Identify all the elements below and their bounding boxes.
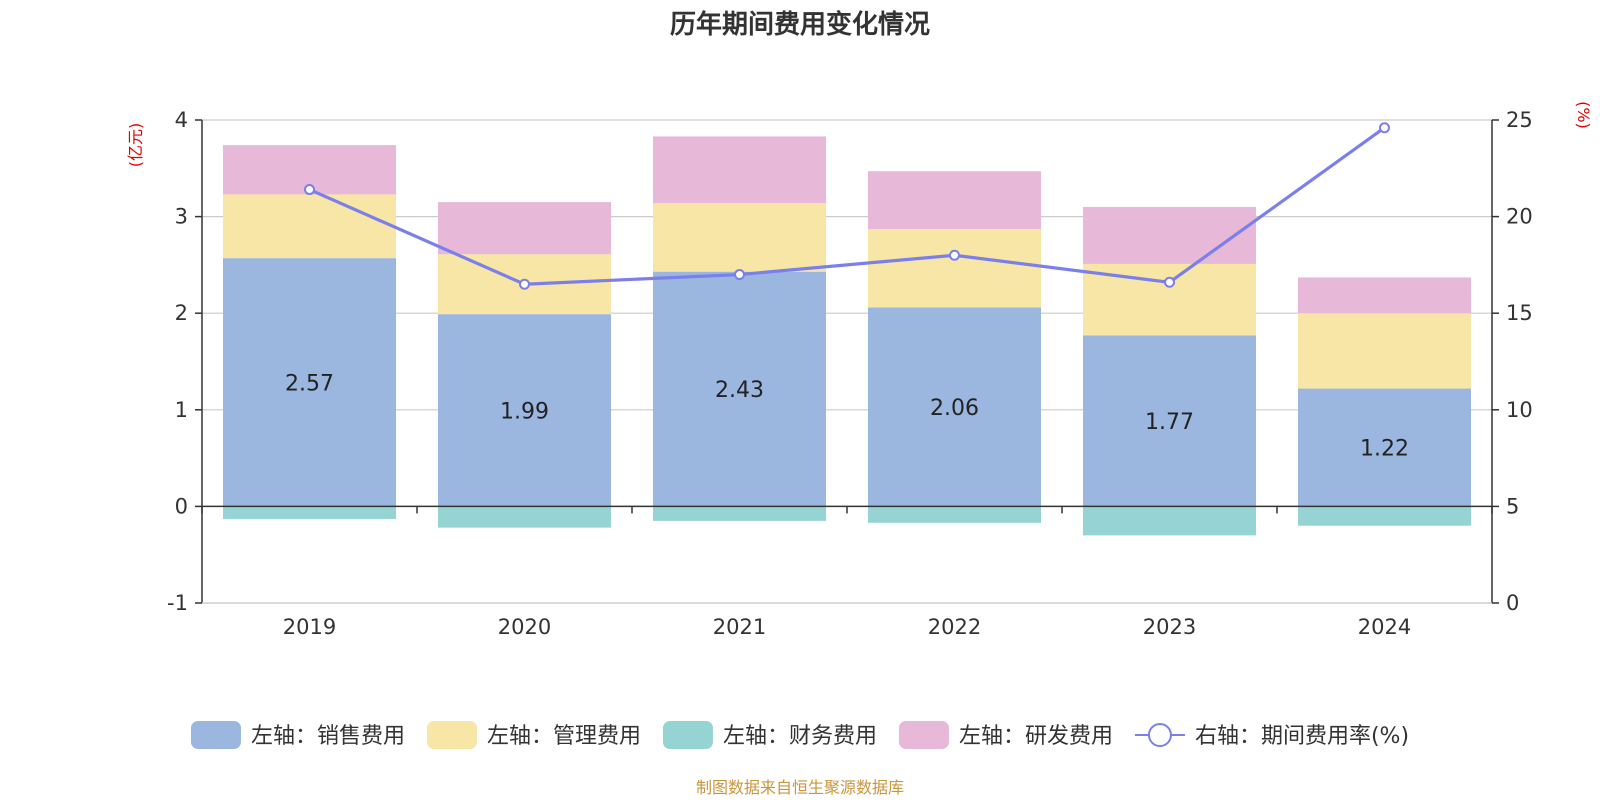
bar: [653, 506, 826, 521]
left-tick-label: 3: [175, 205, 188, 229]
legend-label: 左轴：管理费用: [487, 724, 641, 749]
bar-data-label: 2.57: [285, 371, 334, 396]
chart-title: 历年期间费用变化情况: [670, 9, 930, 40]
bar-series-group: [223, 136, 1471, 536]
line-point: [1379, 122, 1390, 134]
axes: -1 0 1 2 3 4 0 5 10 15 20 25 2019 2020 2021 2022 2023 202…: [167, 108, 1533, 639]
legend-label: 左轴：财务费用: [723, 724, 877, 749]
x-tick-label: 2021: [713, 615, 766, 639]
line-point: [304, 184, 315, 196]
legend-item: 左轴：研发费用: [898, 721, 1113, 749]
legend-label: 左轴：销售费用: [251, 724, 405, 749]
legend-line-marker: [1147, 723, 1172, 747]
x-tick-label: 2020: [498, 615, 551, 639]
bar: [1298, 506, 1471, 526]
line-series-path: [308, 126, 1386, 286]
bar: [653, 203, 826, 272]
bar: [1083, 506, 1256, 536]
left-tick-label: -1: [167, 591, 188, 615]
left-tick-label: 4: [175, 108, 188, 132]
left-tick-label: 1: [175, 398, 188, 422]
x-tick-label: 2024: [1358, 615, 1411, 639]
x-tick-label: 2019: [283, 615, 336, 639]
bar: [1298, 277, 1471, 314]
left-tick-label: 2: [175, 301, 188, 325]
right-tick-label: 5: [1506, 494, 1519, 518]
right-tick-label: 0: [1506, 591, 1519, 615]
right-tick-label: 20: [1506, 205, 1533, 229]
bar: [438, 314, 611, 507]
x-tick-label: 2023: [1143, 615, 1196, 639]
x-tick-label: 2022: [928, 615, 981, 639]
bar: [653, 136, 826, 204]
legend-item: 右轴：期间费用率(%): [1134, 723, 1409, 749]
bar-data-label: 1.77: [1145, 410, 1194, 435]
left-axis-unit: (亿元): [126, 123, 145, 168]
bar-data-label: 1.22: [1360, 436, 1409, 461]
legend-swatch: [662, 721, 713, 749]
legend-swatch: [426, 721, 477, 749]
bar: [1083, 335, 1256, 507]
bar: [1298, 388, 1471, 507]
bar: [868, 171, 1041, 230]
legend-item: 左轴：销售费用: [190, 721, 405, 749]
bar-data-label: 2.06: [930, 396, 979, 421]
bar-data-label: 1.99: [500, 399, 549, 424]
legend-label: 左轴：研发费用: [959, 724, 1113, 749]
bar-data-label: 2.43: [715, 378, 764, 403]
legend-label: 右轴：期间费用率(%): [1195, 724, 1409, 749]
right-tick-label: 25: [1506, 108, 1533, 132]
bar: [1083, 206, 1256, 264]
bar: [868, 229, 1041, 308]
bar: [653, 271, 826, 507]
bar: [438, 506, 611, 528]
legend-swatch: [898, 721, 949, 749]
line-series-group: [304, 122, 1390, 290]
bar: [223, 258, 396, 507]
bar: [868, 506, 1041, 523]
legend-item: 左轴：管理费用: [426, 721, 641, 749]
bar: [438, 202, 611, 255]
legend-swatch: [190, 721, 241, 749]
line-point: [1164, 276, 1175, 288]
bar: [868, 307, 1041, 507]
legend-item: 左轴：财务费用: [662, 721, 877, 749]
left-tick-label: 0: [175, 494, 188, 518]
footer-source: 制图数据来自恒生聚源数据库: [696, 778, 904, 797]
bar: [223, 194, 396, 259]
legend: 左轴：销售费用 左轴：管理费用 左轴：财务费用 左轴：研发费用 右轴：期间费用率(%): [190, 721, 1409, 749]
line-point: [949, 249, 960, 261]
bar: [1298, 313, 1471, 389]
line-point: [519, 278, 530, 290]
line-point: [734, 269, 745, 281]
bar-data-labels: 2.57 1.99 2.43 2.06 1.77 1.22: [285, 371, 1409, 461]
right-tick-label: 15: [1506, 301, 1533, 325]
bar: [223, 506, 396, 519]
right-axis-unit: (%): [1574, 101, 1593, 129]
right-tick-label: 10: [1506, 398, 1533, 422]
